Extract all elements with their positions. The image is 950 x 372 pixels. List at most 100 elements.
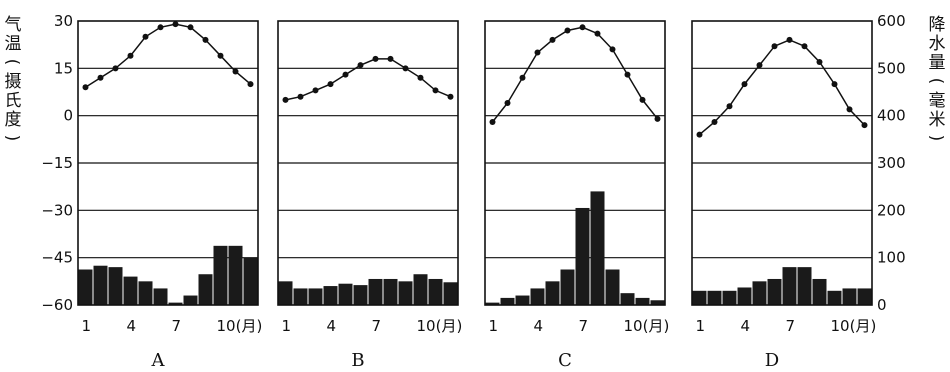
left-tick-label: 30 bbox=[54, 12, 73, 30]
precip-bar bbox=[108, 267, 123, 305]
precip-bar bbox=[590, 191, 605, 305]
panel-C: 1 4 7 10(月) C bbox=[484, 20, 670, 371]
precip-bar bbox=[707, 290, 722, 305]
temperature-point bbox=[741, 81, 748, 88]
precip-bar bbox=[353, 285, 368, 305]
temperature-point bbox=[187, 24, 194, 31]
temperature-point bbox=[801, 43, 808, 50]
right-axis-title-char: 水 bbox=[929, 34, 946, 54]
right-tick-label: 400 bbox=[877, 107, 906, 125]
left-axis-title-char: 气 bbox=[5, 15, 22, 35]
x-tick-label: 7 bbox=[372, 317, 382, 335]
temperature-point bbox=[594, 30, 601, 37]
precip-bar bbox=[168, 302, 183, 305]
temperature-point bbox=[504, 100, 511, 107]
precip-bar bbox=[398, 281, 413, 305]
precip-bar bbox=[827, 290, 842, 305]
x-tick-label: 7 bbox=[786, 317, 796, 335]
precip-bar bbox=[650, 300, 665, 305]
temperature-point bbox=[127, 52, 134, 59]
precip-bar bbox=[722, 290, 737, 305]
temperature-point bbox=[816, 59, 823, 66]
temperature-point bbox=[726, 103, 733, 110]
temperature-line bbox=[85, 23, 251, 88]
panel-frame bbox=[691, 20, 873, 306]
temperature-point bbox=[112, 65, 119, 72]
temperature-point bbox=[861, 122, 868, 129]
temperature-point bbox=[549, 36, 556, 43]
precip-bar bbox=[183, 295, 198, 305]
precip-bar bbox=[228, 245, 243, 305]
temperature-point bbox=[357, 62, 364, 69]
precip-bar bbox=[93, 265, 108, 305]
precip-bar bbox=[797, 267, 812, 305]
precip-bar bbox=[428, 278, 443, 305]
temperature-point bbox=[247, 81, 254, 88]
precip-bar bbox=[383, 278, 398, 305]
left-axis: 30 15 0 −15 −30 −45 −60 气温 (摄氏度) bbox=[2, 12, 73, 314]
temperature-point bbox=[402, 65, 409, 72]
precip-bar bbox=[278, 281, 293, 305]
precip-bar bbox=[752, 281, 767, 305]
temperature-point bbox=[142, 33, 149, 40]
right-tick-label: 200 bbox=[877, 201, 906, 219]
x-tick-label: 1 bbox=[696, 317, 706, 335]
right-tick-label: 600 bbox=[877, 12, 906, 30]
panel-label: A bbox=[151, 350, 166, 371]
precip-bar bbox=[138, 281, 153, 305]
precip-bar bbox=[782, 267, 797, 305]
precip-bar bbox=[635, 297, 650, 305]
temperature-point bbox=[534, 49, 541, 56]
temperature-point bbox=[624, 71, 631, 78]
precip-bar bbox=[500, 297, 515, 305]
temperature-point bbox=[609, 46, 616, 53]
panel-frame bbox=[484, 20, 666, 306]
panel-label: B bbox=[351, 350, 364, 371]
left-axis-title-char: ) bbox=[2, 135, 22, 142]
precip-bar bbox=[545, 281, 560, 305]
x-tick-label: 4 bbox=[534, 317, 544, 335]
precip-bar bbox=[737, 287, 752, 305]
precip-bar bbox=[198, 274, 213, 305]
x-tick-label: 4 bbox=[127, 317, 137, 335]
temperature-point bbox=[387, 55, 394, 62]
temperature-point bbox=[696, 131, 703, 138]
temperature-line bbox=[491, 26, 659, 123]
temperature-point bbox=[579, 24, 586, 31]
precip-bar bbox=[213, 245, 228, 305]
precip-bar bbox=[338, 283, 353, 305]
right-tick-label: 500 bbox=[877, 59, 906, 77]
x-tick-label: 10(月) bbox=[831, 317, 877, 335]
panel-label: C bbox=[558, 350, 572, 371]
precip-bar bbox=[515, 295, 530, 305]
left-tick-label: −60 bbox=[41, 296, 73, 314]
precip-bar bbox=[842, 288, 857, 305]
precip-bar bbox=[605, 269, 620, 305]
right-tick-label: 300 bbox=[877, 154, 906, 172]
temperature-point bbox=[97, 74, 104, 81]
x-tick-label: 10(月) bbox=[624, 317, 670, 335]
temperature-point bbox=[639, 96, 646, 103]
panel-label: D bbox=[765, 350, 779, 371]
panel-B: 1 4 7 10(月) B bbox=[277, 20, 462, 371]
precip-bar bbox=[413, 274, 428, 305]
precip-bar bbox=[123, 276, 138, 305]
temperature-point bbox=[297, 93, 304, 100]
temperature-point bbox=[711, 118, 718, 125]
panel-frame bbox=[277, 20, 459, 306]
panels: 1 4 7 10(月) A 1 4 7 10(月) B 1 4 7 10(月) C 1 4 7 10(月) D bbox=[77, 20, 877, 371]
x-tick-label: 7 bbox=[172, 317, 182, 335]
precip-bar bbox=[560, 269, 575, 305]
temperature-line bbox=[285, 58, 451, 101]
temperature-point bbox=[447, 93, 454, 100]
precip-bar bbox=[293, 288, 308, 305]
temperature-point bbox=[786, 36, 793, 43]
x-tick-label: 4 bbox=[327, 317, 337, 335]
right-axis-title-char: 降 bbox=[929, 15, 946, 35]
right-axis-title-char: ) bbox=[926, 135, 946, 142]
precip-bar bbox=[323, 286, 338, 305]
x-tick-label: 7 bbox=[579, 317, 589, 335]
left-axis-title-char: 摄 bbox=[5, 72, 22, 92]
temperature-point bbox=[157, 24, 164, 31]
right-axis: 600 500 400 300 200 100 0 降水量 (毫米) bbox=[877, 12, 946, 314]
